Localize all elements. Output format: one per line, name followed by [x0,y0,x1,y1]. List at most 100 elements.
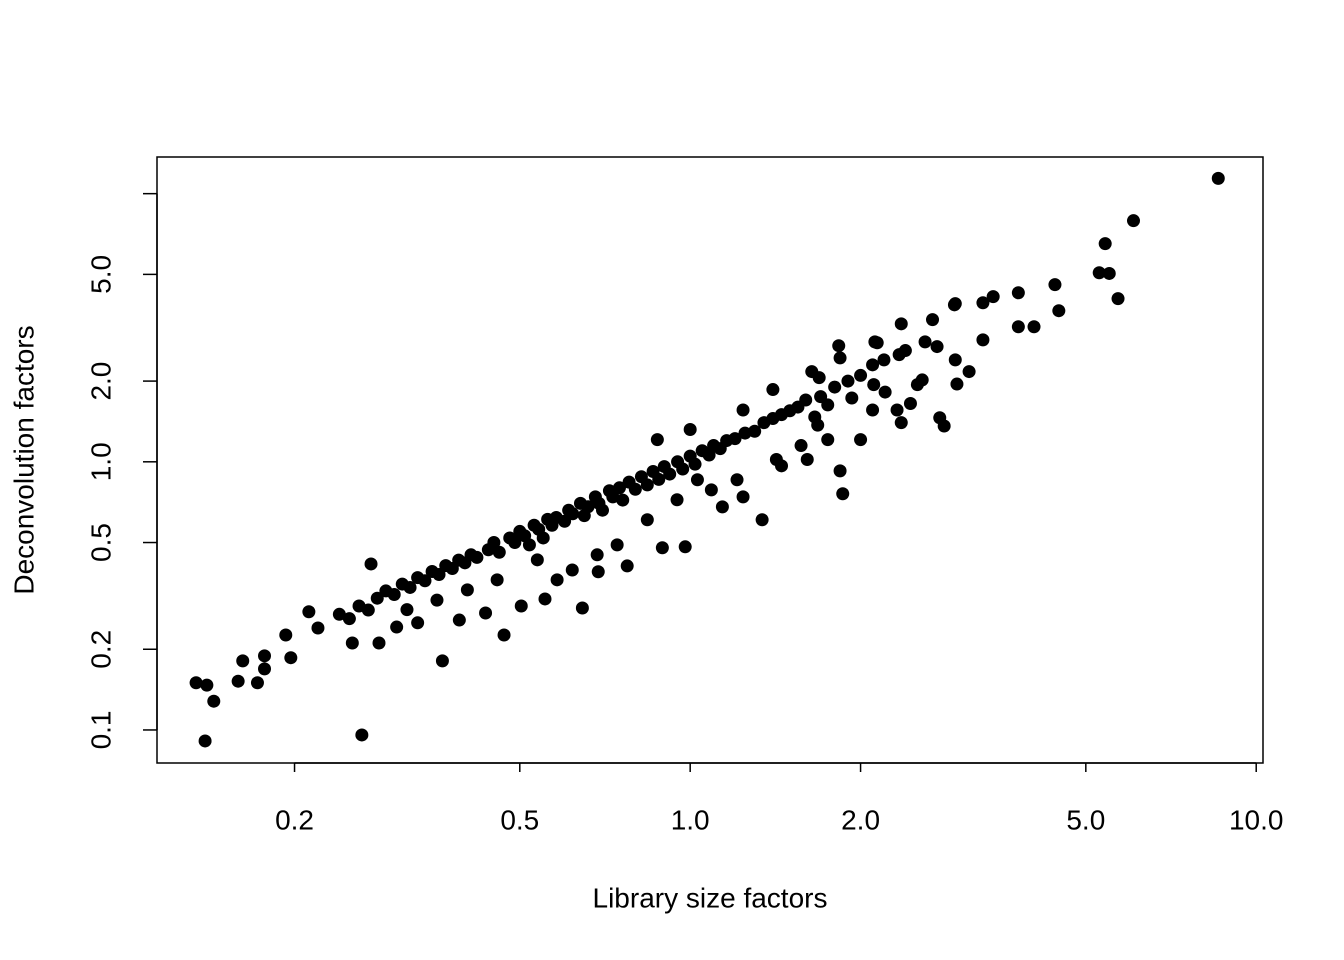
point [736,490,750,504]
point [492,545,506,559]
point [868,335,882,349]
point [189,676,203,690]
point [566,507,580,521]
point [715,500,729,514]
point [430,593,444,607]
point [497,628,511,642]
point [332,607,346,621]
point [676,462,690,476]
point [279,628,293,642]
point [688,457,702,471]
point [640,513,654,527]
point [403,580,417,594]
point [670,493,684,507]
x-tick-label: 0.5 [500,804,539,835]
point [976,296,990,310]
x-tick-label: 2.0 [841,804,880,835]
point [508,536,522,550]
point [231,674,245,688]
point [514,599,528,613]
point [550,573,564,587]
y-tick-label: 5.0 [85,255,116,294]
point [866,358,880,372]
point [538,592,552,606]
point [198,734,212,748]
point [302,605,316,619]
point [962,365,976,379]
point [606,490,620,504]
point [418,574,432,588]
point [832,339,846,353]
point [284,651,298,665]
point [236,654,250,668]
x-tick-label: 10.0 [1229,804,1284,835]
x-tick-label: 0.2 [275,804,314,835]
point [612,481,626,495]
point [836,487,850,501]
point [628,482,642,496]
point [487,536,501,550]
point [575,601,589,615]
point [894,416,908,430]
point [950,377,964,391]
point [1111,292,1125,306]
point [948,353,962,367]
point [370,591,384,605]
point [530,553,544,567]
point [728,432,742,446]
point [894,317,908,331]
point [841,374,855,388]
point [364,557,378,571]
point [595,503,609,517]
point [828,380,842,394]
point [690,473,704,487]
point [1126,214,1140,228]
point [766,383,780,397]
point [655,541,669,555]
point [910,378,924,392]
y-tick-label: 2.0 [85,362,116,401]
point [460,583,474,597]
point [311,621,325,635]
point [400,603,414,617]
point [878,385,892,399]
point [361,603,375,617]
point [730,473,744,487]
x-axis-label: Library size factors [593,882,828,913]
point [877,353,891,367]
point [565,563,579,577]
x-tick-label: 1.0 [671,804,710,835]
point [799,393,813,407]
point [390,620,404,634]
point [1027,320,1041,334]
point [200,678,214,692]
point [748,424,762,438]
point [479,606,493,620]
point [769,453,783,467]
point [663,467,677,481]
point [1092,266,1106,280]
point [342,612,356,626]
point [258,649,272,663]
point [590,548,604,562]
point [738,426,752,440]
point [918,335,932,349]
point [1052,304,1066,318]
point [1102,266,1116,280]
point [536,531,550,545]
point [976,333,990,347]
y-axis-label: Deconvolution factors [8,325,39,594]
point [591,565,605,579]
point [355,728,369,742]
point [435,654,449,668]
point [898,344,912,358]
y-tick-label: 0.5 [85,523,116,562]
point [411,616,425,630]
point [933,411,947,425]
point [926,313,940,327]
point [867,378,881,392]
point [948,297,962,311]
point [866,403,880,417]
